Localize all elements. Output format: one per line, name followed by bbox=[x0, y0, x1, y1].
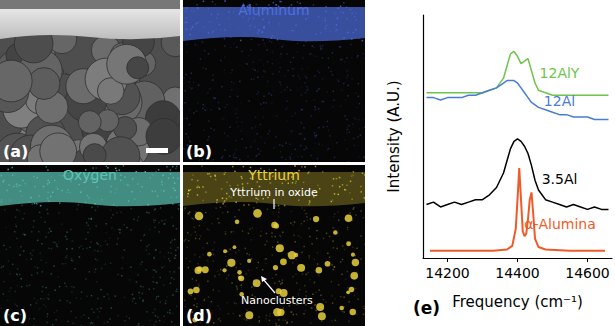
svg-text:12AlY: 12AlY bbox=[540, 65, 580, 81]
html-text:(e): (e) bbox=[413, 298, 441, 318]
svg-text:(c): (c) bbox=[3, 306, 27, 325]
svg-text:Oxygen: Oxygen bbox=[63, 167, 117, 183]
svg-text:12Al: 12Al bbox=[544, 93, 575, 109]
svg-text:3.5Al: 3.5Al bbox=[542, 171, 578, 187]
svg-text:Yttrium: Yttrium bbox=[247, 167, 300, 183]
svg-text:Aluminum: Aluminum bbox=[238, 2, 309, 18]
svg-text:Yttrium in oxide: Yttrium in oxide bbox=[229, 186, 318, 199]
svg-text:Nanoclusters: Nanoclusters bbox=[241, 294, 313, 307]
svg-text:14600: 14600 bbox=[565, 265, 610, 281]
svg-text:14400: 14400 bbox=[495, 265, 540, 281]
svg-text:Frequency (cm⁻¹): Frequency (cm⁻¹) bbox=[452, 293, 583, 311]
svg-text:14200: 14200 bbox=[425, 265, 470, 281]
svg-text:(a): (a) bbox=[3, 142, 28, 161]
svg-text:Intensity (A.U.): Intensity (A.U.) bbox=[385, 80, 403, 192]
svg-text:α-Alumina: α-Alumina bbox=[524, 216, 596, 232]
svg-text:(d): (d) bbox=[186, 306, 212, 325]
svg-text:(b): (b) bbox=[186, 142, 212, 161]
